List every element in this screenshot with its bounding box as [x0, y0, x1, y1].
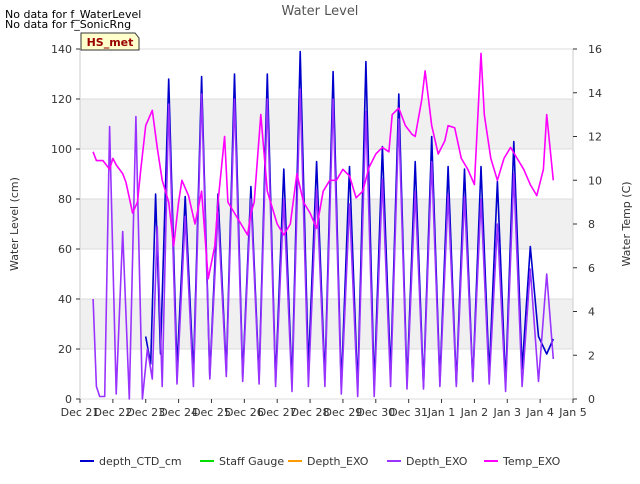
no-data-note-1: No data for f_WaterLevel: [5, 8, 142, 21]
x-tick-label-2: Dec 23: [126, 406, 165, 419]
legend-item-0: depth_CTD_cm: [80, 455, 182, 468]
y2-tick-label-4: 8: [588, 218, 595, 231]
y-tick-label-2: 40: [58, 293, 72, 306]
legend-label-3: Depth_EXO: [406, 455, 468, 468]
x-tick-label-3: Dec 24: [159, 406, 198, 419]
y-tick-label-7: 140: [51, 43, 72, 56]
chart-title: Water Level: [282, 4, 359, 19]
y2-tick-label-5: 10: [588, 174, 602, 187]
x-tick-label-15: Jan 5: [558, 406, 586, 419]
x-tick-label-8: Dec 29: [324, 406, 363, 419]
y-tick-label-1: 20: [58, 343, 72, 356]
y-tick-label-6: 120: [51, 93, 72, 106]
x-tick-label-7: Dec 28: [291, 406, 330, 419]
y-tick-label-5: 100: [51, 143, 72, 156]
series-line-depth-exo: [92, 88, 555, 400]
x-tick-label-0: Dec 21: [61, 406, 100, 419]
x-tick-label-14: Jan 4: [525, 406, 553, 419]
legend: depth_CTD_cm Staff Gauge Depth_EXO Depth_EX…: [80, 455, 561, 468]
series-layer: [92, 50, 555, 400]
legend-item-3: Depth_EXO: [387, 455, 468, 468]
y-axis-label: Water Level (cm): [8, 177, 21, 271]
x-tick-label-6: Dec 27: [258, 406, 297, 419]
x-tick-label-4: Dec 25: [192, 406, 231, 419]
legend-label-2: Depth_EXO: [307, 455, 369, 468]
legend-item-1: Staff Gauge: [200, 455, 284, 468]
y2-tick-label-3: 6: [588, 262, 595, 275]
y-tick-label-0: 0: [65, 393, 72, 406]
x-tick-label-5: Dec 26: [225, 406, 264, 419]
hs-met-badge[interactable]: HS_met: [80, 32, 140, 51]
series-line-temp-exo: [92, 52, 555, 280]
badge-label: HS_met: [87, 36, 134, 49]
y2-tick-label-7: 14: [588, 87, 602, 100]
no-data-note-2: No data for f_SonicRng: [5, 18, 132, 31]
y2-tick-label-0: 0: [588, 393, 595, 406]
x-tick-label-10: Dec 31: [389, 406, 428, 419]
legend-label-1: Staff Gauge: [219, 455, 284, 468]
y2-tick-label-8: 16: [588, 43, 602, 56]
x-tick-label-11: Jan 1: [427, 406, 455, 419]
y-tick-label-3: 60: [58, 243, 72, 256]
x-tick-label-9: Dec 30: [356, 406, 395, 419]
band-2: [80, 99, 573, 149]
y2-axis-label: Water Temp (C): [620, 181, 633, 266]
y-tick-label-4: 80: [58, 193, 72, 206]
legend-item-2: Depth_EXO: [288, 455, 369, 468]
x-tick-label-1: Dec 22: [93, 406, 132, 419]
x-tick-label-12: Jan 2: [460, 406, 488, 419]
legend-label-0: depth_CTD_cm: [99, 455, 182, 468]
band-1: [80, 199, 573, 249]
x-tick-label-13: Jan 3: [493, 406, 521, 419]
badge-box: [80, 32, 140, 51]
legend-item-4: Temp_EXO: [484, 455, 561, 468]
legend-label-4: Temp_EXO: [502, 455, 561, 468]
y2-tick-label-2: 4: [588, 306, 595, 319]
y2-tick-label-6: 12: [588, 131, 602, 144]
y2-tick-label-1: 2: [588, 349, 595, 362]
